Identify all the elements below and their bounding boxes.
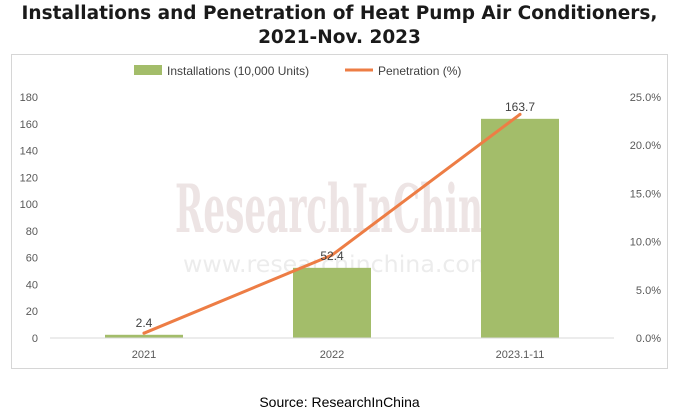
bar bbox=[293, 267, 371, 338]
y-left-tick-label: 60 bbox=[26, 253, 38, 265]
line-point bbox=[330, 253, 334, 257]
y-right-tick-label: 10.0% bbox=[630, 237, 661, 249]
y-left-tick-label: 20 bbox=[26, 306, 38, 318]
bar bbox=[105, 334, 183, 338]
y-right-tick-label: 0.0% bbox=[636, 333, 661, 345]
chart-title-line-1: Installations and Penetration of Heat Pu… bbox=[21, 3, 658, 24]
y-left-tick-label: 180 bbox=[20, 92, 38, 104]
y-left-tick-label: 120 bbox=[20, 172, 38, 184]
legend-bar-label: Installations (10,000 Units) bbox=[167, 64, 309, 78]
chart-title-line-2: 2021-Nov. 2023 bbox=[258, 27, 421, 48]
legend: Installations (10,000 Units) Penetration… bbox=[134, 64, 461, 78]
y-axis-left: 0 20 40 60 80 100 120 140 160 180 bbox=[20, 92, 38, 345]
y-axis-right: 0.0% 5.0% 10.0% 15.0% 20.0% 25.0% bbox=[630, 92, 661, 345]
y-right-tick-label: 5.0% bbox=[636, 285, 661, 297]
y-left-tick-label: 140 bbox=[20, 146, 38, 158]
y-right-tick-label: 15.0% bbox=[630, 188, 661, 200]
watermark-brand: ResearchInChina bbox=[175, 170, 505, 248]
y-right-tick-label: 20.0% bbox=[630, 140, 661, 152]
bar bbox=[481, 118, 559, 339]
bar-data-labels: 2.4 52.4 163.7 bbox=[136, 100, 536, 330]
line-point bbox=[518, 112, 522, 116]
line-point bbox=[142, 331, 146, 335]
x-axis: 2021 2022 2023.1-11 bbox=[132, 349, 545, 361]
y-left-tick-label: 160 bbox=[20, 119, 38, 131]
chart-frame bbox=[11, 54, 668, 369]
legend-bar-swatch bbox=[134, 65, 162, 75]
watermark: ResearchInChina www.researchinchina.com bbox=[175, 170, 505, 278]
y-left-tick-label: 100 bbox=[20, 199, 38, 211]
chart-title: Installations and Penetration of Heat Pu… bbox=[0, 2, 679, 50]
y-left-tick-label: 40 bbox=[26, 279, 38, 291]
bar-data-label: 2.4 bbox=[136, 316, 153, 330]
y-right-tick-label: 25.0% bbox=[630, 92, 661, 104]
y-left-tick-label: 0 bbox=[32, 333, 38, 345]
bar-series bbox=[105, 118, 559, 339]
y-left-tick-label: 80 bbox=[26, 226, 38, 238]
bar-data-label: 163.7 bbox=[505, 100, 535, 114]
bar-data-label: 52.4 bbox=[320, 249, 344, 263]
line-series bbox=[142, 112, 522, 335]
x-tick-label: 2021 bbox=[132, 349, 156, 361]
x-tick-label: 2022 bbox=[320, 349, 344, 361]
legend-line-label: Penetration (%) bbox=[378, 64, 461, 78]
x-tick-label: 2023.1-11 bbox=[496, 349, 545, 361]
source-note: Source: ResearchInChina bbox=[259, 394, 420, 410]
